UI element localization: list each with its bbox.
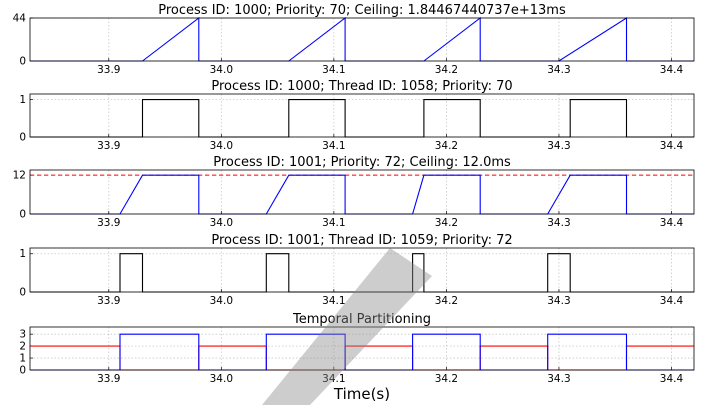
x-tick-label: 33.9 [97, 140, 120, 152]
panel-1: Process ID: 1000; Priority: 70; Ceiling:… [13, 3, 695, 76]
y-tick-label: 0 [19, 56, 26, 68]
series-line-1 [30, 99, 694, 138]
x-tick-label: 34.0 [210, 217, 233, 229]
y-tick-label: 0 [19, 209, 26, 221]
x-tick-label: 34.2 [435, 64, 458, 76]
y-tick-label: 3 [19, 329, 26, 341]
x-tick-label: 34.4 [660, 295, 684, 307]
panel-title: Process ID: 1000; Thread ID: 1058; Prior… [211, 79, 512, 94]
axes-frame [29, 93, 695, 138]
x-tick-label: 34.1 [322, 373, 345, 385]
x-tick-label: 34.4 [660, 140, 684, 152]
x-tick-label: 33.9 [97, 373, 120, 385]
x-tick-label: 34.2 [435, 295, 458, 307]
y-tick-label: 1 [19, 94, 26, 106]
x-tick-label: 34.0 [210, 64, 233, 76]
x-tick-label: 34.4 [660, 373, 684, 385]
axes-frame [29, 247, 695, 293]
x-tick-label: 34.2 [435, 373, 458, 385]
panel-title: Process ID: 1001; Priority: 72; Ceiling:… [213, 155, 511, 170]
series-line-1 [30, 16, 694, 62]
x-tick-label: 34.3 [547, 373, 570, 385]
x-tick-label: 34.2 [435, 217, 458, 229]
x-tick-label: 34.3 [547, 140, 570, 152]
y-tick-label: 12 [13, 170, 26, 182]
x-tick-label: 34.0 [210, 140, 233, 152]
axes-frame [29, 326, 695, 371]
x-tick-label: 34.3 [547, 295, 570, 307]
panel-title: Process ID: 1000; Priority: 70; Ceiling:… [158, 3, 566, 18]
x-tick-label: 34.1 [322, 64, 345, 76]
series-line-2 [30, 333, 694, 371]
x-tick-label: 34.1 [322, 140, 345, 152]
x-tick-label: 33.9 [97, 295, 120, 307]
panel-5: Temporal Partitioning 33.9 34.0 34.1 34.2 34.… [19, 312, 695, 403]
axes-frame [29, 17, 695, 62]
y-tick-label: 2 [19, 341, 26, 353]
x-tick-label: 33.9 [97, 64, 120, 76]
panel-title: Process ID: 1001; Thread ID: 1059; Prior… [211, 233, 512, 248]
x-tick-label: 33.9 [97, 217, 120, 229]
series-line-1 [30, 253, 694, 293]
x-axis-label: Time(s) [333, 385, 390, 403]
x-tick-label: 34.3 [547, 64, 570, 76]
axes-frame [29, 169, 695, 215]
x-tick-label: 34.0 [210, 373, 233, 385]
x-tick-label: 34.1 [322, 217, 345, 229]
x-tick-label: 34.4 [660, 64, 684, 76]
x-tick-label: 34.4 [660, 217, 684, 229]
y-tick-label: 1 [19, 353, 26, 365]
panel-4: Process ID: 1001; Thread ID: 1059; Prior… [19, 233, 695, 307]
series-line-1 [30, 174, 694, 215]
panel-title: Temporal Partitioning [292, 312, 431, 327]
x-tick-label: 34.3 [547, 217, 570, 229]
x-tick-label: 34.0 [210, 295, 233, 307]
panel-3: Process ID: 1001; Priority: 72; Ceiling:… [13, 155, 695, 229]
y-tick-label: 44 [13, 13, 27, 25]
y-tick-label: 0 [19, 132, 26, 144]
panel-2: Process ID: 1000; Thread ID: 1058; Prior… [19, 79, 695, 152]
y-tick-label: 0 [19, 365, 26, 377]
y-tick-label: 1 [19, 248, 26, 260]
y-tick-label: 0 [19, 287, 26, 299]
x-tick-label: 34.1 [322, 295, 345, 307]
x-tick-label: 34.2 [435, 140, 458, 152]
